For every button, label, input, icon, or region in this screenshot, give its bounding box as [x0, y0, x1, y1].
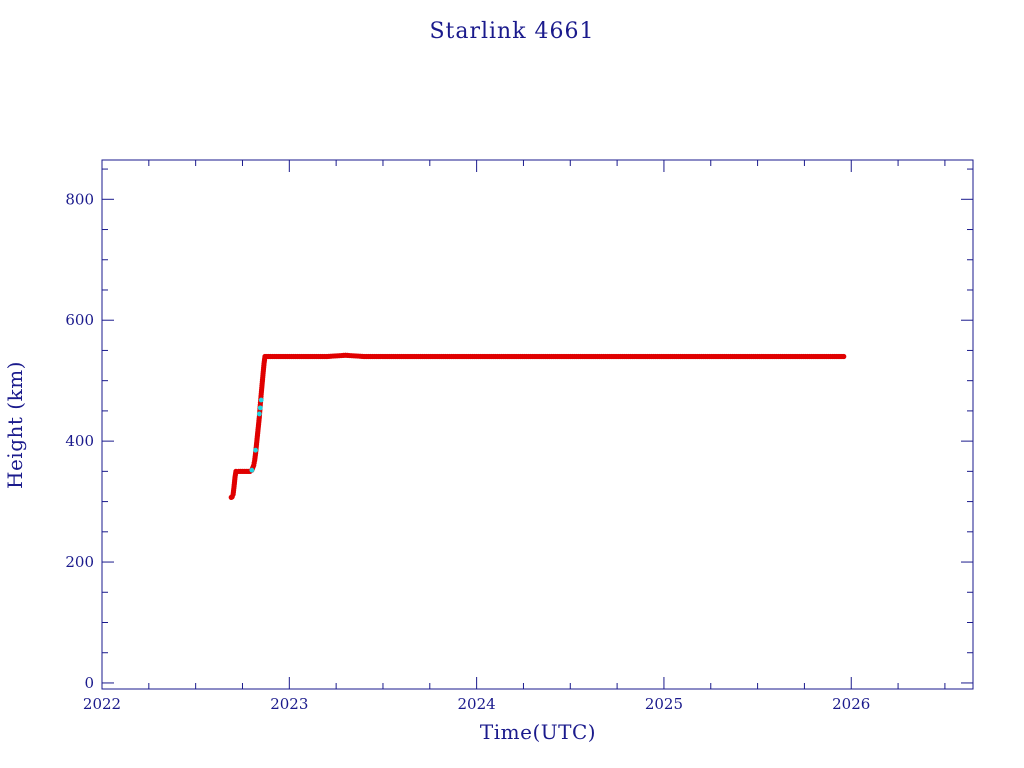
x-tick-label: 2025: [645, 695, 683, 713]
y-tick-label: 200: [65, 553, 94, 571]
data-points: [228, 352, 847, 500]
y-axis-label: Height (km): [3, 361, 27, 489]
chart-title: Starlink 4661: [429, 19, 594, 44]
data-point: [256, 411, 262, 417]
x-tick-label: 2026: [832, 695, 870, 713]
x-axis-label: Time(UTC): [480, 720, 596, 744]
secondary-series: [249, 397, 264, 473]
x-tick-label: 2022: [83, 695, 121, 713]
plot-frame: [101, 159, 974, 690]
y-tick-label: 600: [65, 311, 94, 329]
data-point: [249, 467, 255, 473]
axis-ticks: [101, 160, 973, 689]
y-tick-label: 0: [84, 674, 94, 692]
data-point: [257, 405, 263, 411]
x-tick-label: 2024: [458, 695, 496, 713]
data-point: [258, 397, 264, 403]
height-series: [228, 352, 847, 500]
data-point: [841, 353, 847, 360]
y-tick-label: 800: [65, 190, 94, 208]
y-tick-label: 400: [65, 432, 94, 450]
axis-tick-labels: 2022 2023 2024 2025 2026 0 200 400 600 800: [65, 190, 870, 713]
x-tick-label: 2023: [270, 695, 308, 713]
data-point: [253, 447, 258, 453]
